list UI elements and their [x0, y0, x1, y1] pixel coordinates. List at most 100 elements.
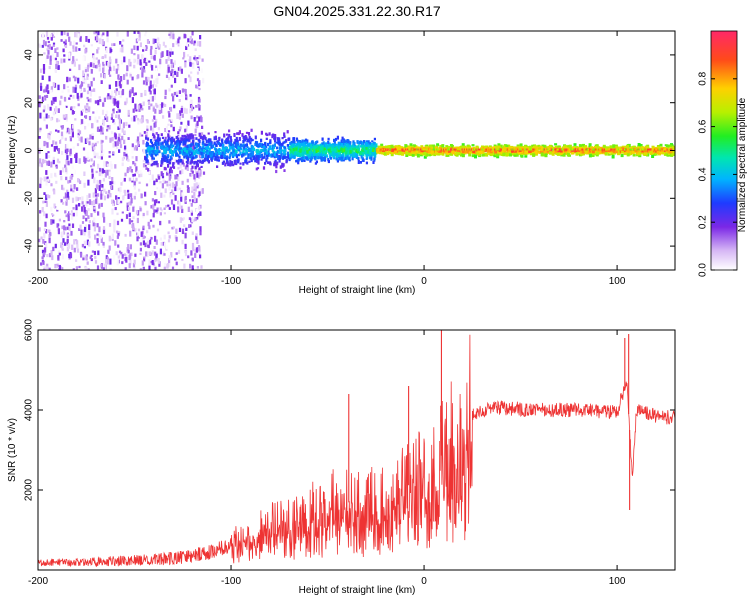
spectrogram-cell	[457, 147, 461, 150]
spectrogram-cell	[80, 81, 84, 86]
spectrogram-cell	[196, 184, 199, 189]
spectrogram-cell	[73, 239, 76, 245]
spectrogram-cell	[115, 68, 118, 74]
spectrogram-cell	[158, 179, 161, 185]
spectrogram-cell	[52, 31, 55, 35]
spectrogram-cell	[461, 149, 465, 154]
spectrogram-cell	[135, 156, 138, 162]
spectrogram-cell	[119, 138, 122, 145]
spectrogram-cell	[110, 185, 113, 190]
spectrogram-cell	[118, 80, 121, 87]
spectrogram-cell	[110, 131, 114, 134]
spectrogram-cell	[70, 184, 73, 189]
spectrogram-cell	[591, 146, 595, 150]
spectrogram-cell	[176, 94, 179, 97]
spectrogram-cell	[127, 168, 130, 171]
spectrogram-cell	[171, 93, 174, 97]
spectrogram-cell	[135, 166, 138, 173]
spectrogram-cell	[323, 157, 326, 160]
spectrogram-cell	[239, 166, 242, 170]
spectrogram-cell	[196, 57, 199, 60]
spectrogram-cell	[191, 152, 194, 155]
spectrogram-cell	[200, 132, 204, 136]
spectrogram-cell	[297, 149, 301, 153]
spectrogram-cell	[471, 144, 475, 147]
spectrogram-cell	[401, 149, 405, 152]
spectrogram-cell	[111, 233, 114, 239]
spectrogram-cell	[64, 39, 67, 44]
spectrogram-cell	[177, 177, 180, 182]
spectrogram-cell	[508, 151, 511, 154]
spectrogram-cell	[186, 165, 189, 171]
spectrogram-cell	[275, 169, 278, 174]
spectrogram-cell	[152, 204, 155, 210]
spectrogram-cell	[63, 196, 66, 199]
spectrogram-cell	[158, 73, 161, 76]
spectrogram-cell	[187, 255, 190, 259]
spectrogram-cell	[123, 130, 126, 135]
spectrogram-cell	[43, 105, 46, 111]
spectrogram-cell	[50, 100, 54, 106]
spectrogram-cell	[228, 148, 231, 152]
spectrogram-cell	[262, 145, 265, 148]
spectrogram-cell	[47, 50, 50, 55]
spectrogram-cell	[90, 81, 93, 87]
spectrogram-cell	[86, 137, 89, 144]
spectrogram-cell	[194, 149, 197, 153]
spectrogram-cell	[45, 113, 48, 119]
spectrogram-cell	[167, 55, 170, 61]
spectrogram-cell	[93, 206, 96, 210]
spectrogram-cell	[157, 127, 160, 131]
spectrogram-cell	[119, 144, 123, 149]
spectrogram-cell	[346, 150, 349, 154]
spectrogram-cell	[83, 240, 86, 246]
spectrogram-cell	[489, 150, 493, 154]
spectrogram-cell	[198, 80, 201, 85]
spectrogram-cell	[499, 144, 503, 149]
spectrogram-cell	[76, 248, 80, 253]
spectrogram-cell	[42, 253, 45, 258]
spectrogram-cell	[48, 229, 51, 232]
spectrogram-cell	[191, 195, 194, 199]
spectrogram-cell	[84, 48, 87, 54]
spectrogram-cell	[390, 144, 394, 149]
spectrogram-cell	[77, 77, 80, 84]
spectrogram-cell	[483, 153, 487, 157]
spectrogram-cell	[303, 159, 306, 162]
spectrogram-cell	[54, 263, 57, 269]
spectrogram-cell	[321, 137, 324, 141]
spectrogram-cell	[43, 192, 46, 195]
spectrogram-cell	[133, 266, 136, 270]
spectrogram-cell	[181, 239, 184, 245]
spectrogram-cell	[339, 149, 342, 153]
spectrogram-cell	[129, 230, 132, 237]
spectrogram-cell	[609, 145, 613, 148]
spectrogram-cell	[178, 151, 182, 154]
spectrogram-cell	[352, 153, 355, 158]
spectrogram-cell	[373, 156, 376, 161]
spectrogram-cell	[62, 187, 65, 191]
spectrogram-cell	[179, 164, 182, 169]
spectrogram-cell	[200, 68, 203, 74]
spectrogram-cell	[196, 217, 199, 220]
spectrogram-cell	[131, 143, 134, 148]
spectrogram-cell	[325, 145, 328, 149]
spectrogram-cell	[275, 141, 278, 144]
spectrogram-cell	[135, 210, 139, 215]
spectrogram-cell	[198, 146, 202, 149]
spectrogram-cell	[94, 188, 97, 194]
spectrogram-cell	[198, 167, 201, 171]
spectrogram-cell	[225, 160, 228, 165]
spectrogram-cell	[58, 160, 61, 164]
spectrogram-cell	[117, 65, 120, 71]
spectrogram-cell	[390, 152, 394, 157]
spectrogram-cell	[55, 141, 58, 145]
spectrogram-cell	[200, 116, 203, 123]
spectrogram-cell	[87, 268, 90, 270]
spectrogram-cell	[407, 152, 411, 155]
spectrogram-cell	[66, 127, 69, 133]
spectrogram-cell	[531, 144, 535, 148]
spectrogram-cell	[87, 38, 90, 43]
spectrogram-cell	[66, 238, 69, 245]
spectrogram-cell	[101, 39, 104, 45]
